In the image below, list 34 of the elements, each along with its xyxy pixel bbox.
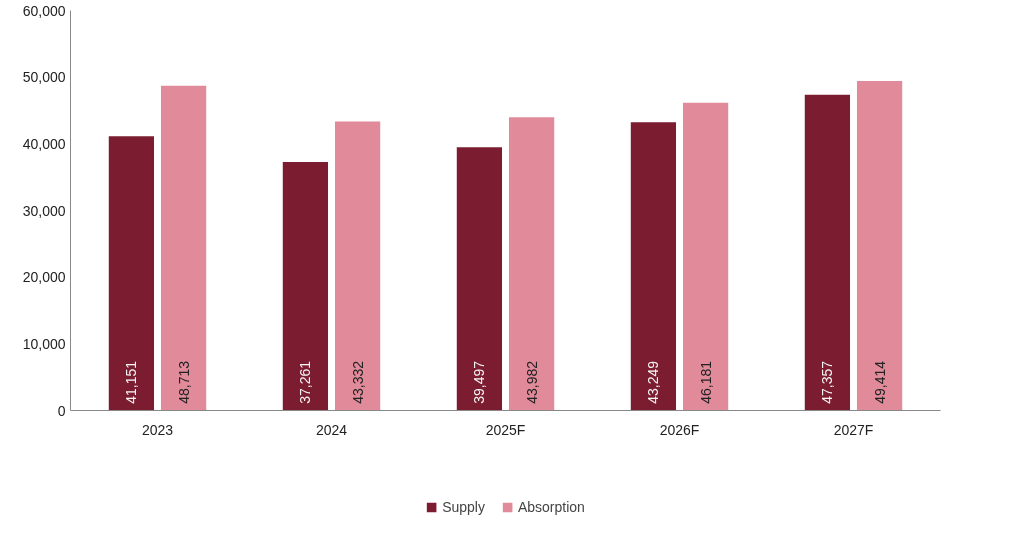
legend-label: Absorption <box>517 498 585 515</box>
y-tick-label: 40,000 <box>22 135 66 152</box>
data-label: 47,357 <box>819 360 836 404</box>
y-tick-label: 20,000 <box>22 269 66 286</box>
data-label: 41,151 <box>123 360 140 404</box>
bar <box>682 102 729 411</box>
x-tick-label: 2025F <box>485 421 526 438</box>
data-label: 43,332 <box>349 360 366 404</box>
legend-label: Supply <box>442 498 485 515</box>
x-tick-label: 2026F <box>659 421 700 438</box>
bar <box>630 122 677 411</box>
data-label: 48,713 <box>175 360 192 404</box>
data-label: 39,497 <box>471 360 488 404</box>
data-label: 49,414 <box>871 360 888 404</box>
x-tick-label: 2024 <box>315 421 348 438</box>
y-tick-label: 30,000 <box>22 202 66 219</box>
bar <box>282 162 329 411</box>
bar <box>108 136 155 411</box>
bar <box>804 94 851 411</box>
y-tick-label: 50,000 <box>22 69 66 86</box>
data-label: 37,261 <box>297 360 314 404</box>
bar <box>160 85 207 411</box>
bar <box>456 147 503 411</box>
x-tick-label: 2023 <box>141 421 174 438</box>
data-label: 46,181 <box>697 360 714 404</box>
x-tick-label: 2027F <box>833 421 874 438</box>
bar <box>508 117 555 411</box>
data-label: 43,249 <box>645 360 662 404</box>
y-tick-label: 60,000 <box>22 2 66 19</box>
bar <box>856 81 903 411</box>
y-tick-label: 0 <box>57 402 66 419</box>
data-label: 43,982 <box>523 360 540 404</box>
bar <box>334 121 381 411</box>
y-tick-label: 10,000 <box>22 335 66 352</box>
